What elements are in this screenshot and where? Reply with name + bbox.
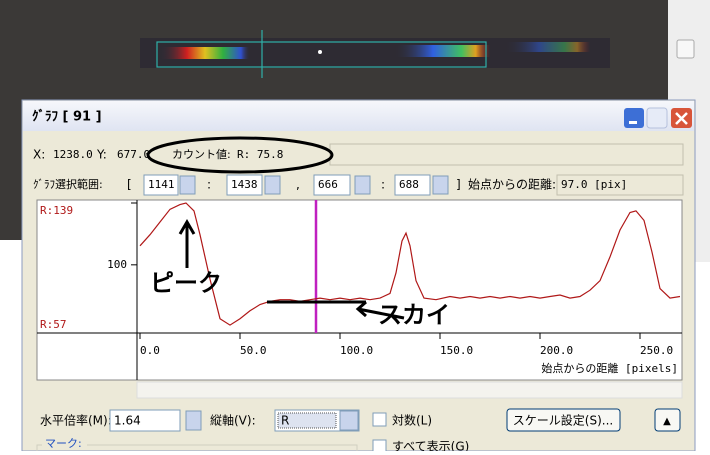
value: 1238.0 [53,148,93,161]
value[interactable]: R [281,414,289,428]
label: 縦軸(V): [210,414,256,428]
button-label[interactable]: ▲ [663,416,671,427]
count-field [330,144,683,165]
checkbox[interactable] [373,413,386,426]
y-tick-label: R:139 [40,204,73,217]
value: 97.0 [pix] [561,178,627,191]
scroll-thumb[interactable] [677,40,694,58]
label: カウント値: [172,148,231,161]
group-label: マーク: [45,437,82,450]
label: ｸﾞﾗﾌ選択範囲: [33,177,103,191]
label: : [381,178,385,192]
y-tick-label: R:57 [40,318,67,331]
dropdown-button[interactable] [340,411,358,430]
title-bar [23,101,694,131]
spinner[interactable] [355,176,370,194]
window-title: ｸﾞﾗﾌ [ 91 ] [32,109,102,125]
label[interactable]: すべて表示(G) [392,440,469,452]
value[interactable]: 1141 [148,178,175,191]
x-tick-label: 250.0 [640,344,673,357]
checkbox[interactable] [373,440,386,451]
annotation: ピーク [150,269,222,297]
y-tick-label: 100 [107,258,127,271]
label: ] [456,178,461,192]
h-scrollbar[interactable] [137,382,682,398]
screen: ｸﾞﾗﾌ [ 91 ] X: 1238.0 Y: 677.0 カウント値: R:… [0,0,710,451]
spectrum [395,45,490,57]
value: R: 75.8 [237,148,283,161]
label: X: [33,148,45,162]
spinner[interactable] [180,176,195,194]
spinner[interactable] [265,176,280,194]
value[interactable]: 1438 [231,178,258,191]
x-tick-label: 150.0 [440,344,473,357]
value[interactable]: 688 [399,178,419,191]
spinner[interactable] [433,176,448,194]
star [318,50,322,54]
label: 始点からの距離: [468,178,556,192]
x-tick-label: 100.0 [340,344,373,357]
label: [ [127,178,132,192]
maximize-button[interactable] [647,108,667,128]
annotation: スカイ [378,301,450,329]
minimize-icon [629,121,637,124]
label: Y: [96,148,107,162]
value[interactable]: 1.64 [114,414,141,428]
minimize-button[interactable] [624,108,644,128]
x-tick-label: 0.0 [140,344,160,357]
spectrum [505,42,590,52]
label: : [207,178,211,192]
value[interactable]: 666 [318,178,338,191]
x-axis-label: 始点からの距離 [pixels] [541,361,678,375]
button-label[interactable]: スケール設定(S)... [513,413,613,428]
x-tick-label: 50.0 [240,344,267,357]
label[interactable]: 対数(L) [392,413,432,428]
x-tick-label: 200.0 [540,344,573,357]
spectrum [160,47,250,59]
label: 水平倍率(M): [40,413,112,428]
value: 677.0 [117,148,150,161]
label: , [296,178,300,192]
spinner[interactable] [186,411,201,430]
